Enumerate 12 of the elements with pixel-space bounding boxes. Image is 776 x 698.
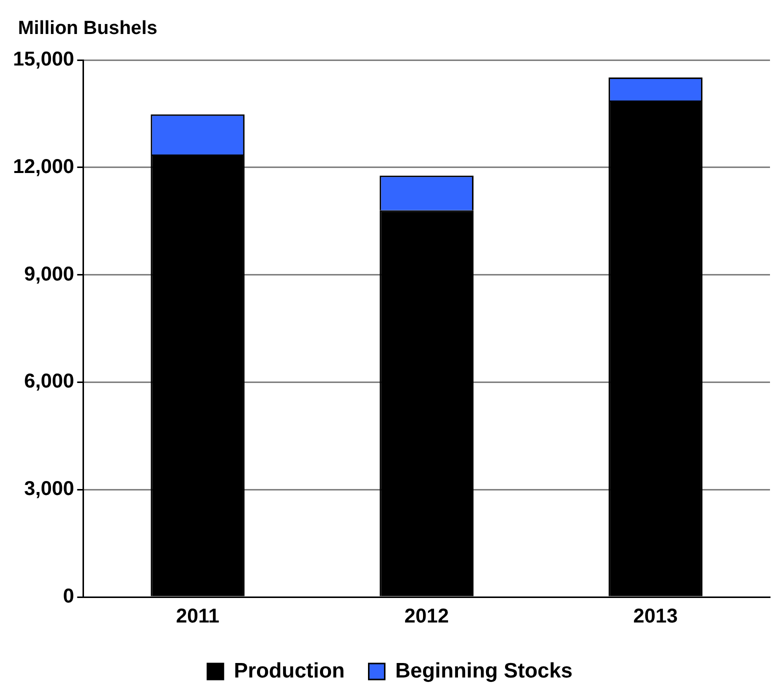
- y-tick-label: 3,000: [24, 478, 74, 500]
- y-tick-label: 12,000: [13, 156, 74, 178]
- x-tick-label: 2012: [404, 606, 449, 628]
- legend-label: Production: [234, 659, 345, 682]
- y-axis-title: Million Bushels: [18, 18, 158, 40]
- y-tick-label: 9,000: [24, 263, 74, 286]
- x-tick-label: 2013: [633, 606, 678, 628]
- y-tick-label: 15,000: [13, 48, 74, 71]
- legend-label: Beginning Stocks: [395, 659, 573, 682]
- y-tick-label: 6,000: [24, 370, 74, 393]
- x-tick-label: 2011: [176, 606, 220, 628]
- y-tick-label: 0: [63, 586, 74, 608]
